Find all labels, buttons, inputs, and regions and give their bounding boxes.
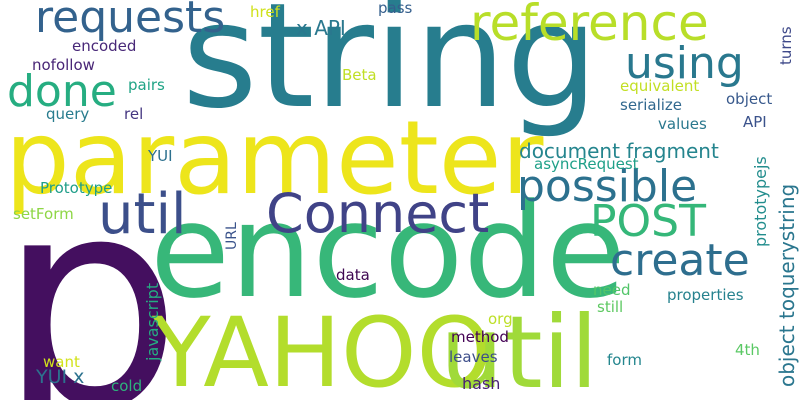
word-yahoo: YAHOO <box>152 297 493 400</box>
word-href: href <box>250 3 280 21</box>
word-util-large: util <box>440 294 599 400</box>
word-setform: setForm <box>13 205 74 223</box>
word-leaves: leaves <box>449 348 498 366</box>
word-object-toquerystring: object toquerystring <box>775 183 799 387</box>
word-requests: requests <box>35 0 226 43</box>
word-done: done <box>7 66 117 117</box>
word-serialize: serialize <box>620 96 683 114</box>
word-util-mid: util <box>98 182 187 247</box>
word-x-api: x API <box>296 16 346 40</box>
word-connect: Connect <box>266 182 490 245</box>
word-using: using <box>625 38 744 89</box>
word-values: values <box>658 115 707 133</box>
word-still: still <box>597 298 624 316</box>
word-org: org <box>488 310 513 328</box>
word-method: method <box>451 328 509 346</box>
word-p: p <box>0 136 183 400</box>
word-data: data <box>336 266 370 284</box>
word-need: need <box>593 281 631 299</box>
word-asyncrequest: asyncRequest <box>534 155 639 173</box>
word-reference: reference <box>470 0 709 52</box>
word-cold: cold <box>111 377 143 395</box>
word-turns: turns <box>777 26 795 65</box>
word-form: form <box>607 351 642 369</box>
word-possible: possible <box>517 161 698 212</box>
word-4th: 4th <box>735 341 760 359</box>
word-yui-small: YUI <box>148 147 173 165</box>
word-create: create <box>610 235 750 286</box>
word-url: URL <box>224 222 240 250</box>
word-prototypejs: prototypejs <box>751 156 770 247</box>
word-yui-x: YUI x <box>36 366 85 388</box>
word-want: want <box>43 353 80 371</box>
word-equivalent: equivalent <box>620 77 700 95</box>
word-encode: encode <box>150 175 626 327</box>
word-post: POST <box>590 196 706 247</box>
word-pairs: pairs <box>128 76 165 94</box>
word-beta: Beta <box>342 66 377 84</box>
word-prototype: Prototype <box>40 179 113 197</box>
word-document-fragment: document fragment <box>519 139 719 163</box>
word-string: string <box>182 0 599 141</box>
word-nofollow: nofollow <box>32 56 95 74</box>
word-pass: pass <box>378 0 413 17</box>
word-query: query <box>46 105 90 123</box>
word-parameter: parameter <box>5 99 544 218</box>
word-javascript: javascript <box>143 282 162 361</box>
word-hash: hash <box>462 374 501 393</box>
word-properties: properties <box>667 286 744 304</box>
word-object: object <box>726 90 773 108</box>
word-api: API <box>743 113 767 131</box>
word-rel: rel <box>124 105 144 123</box>
word-encoded: encoded <box>72 37 137 55</box>
